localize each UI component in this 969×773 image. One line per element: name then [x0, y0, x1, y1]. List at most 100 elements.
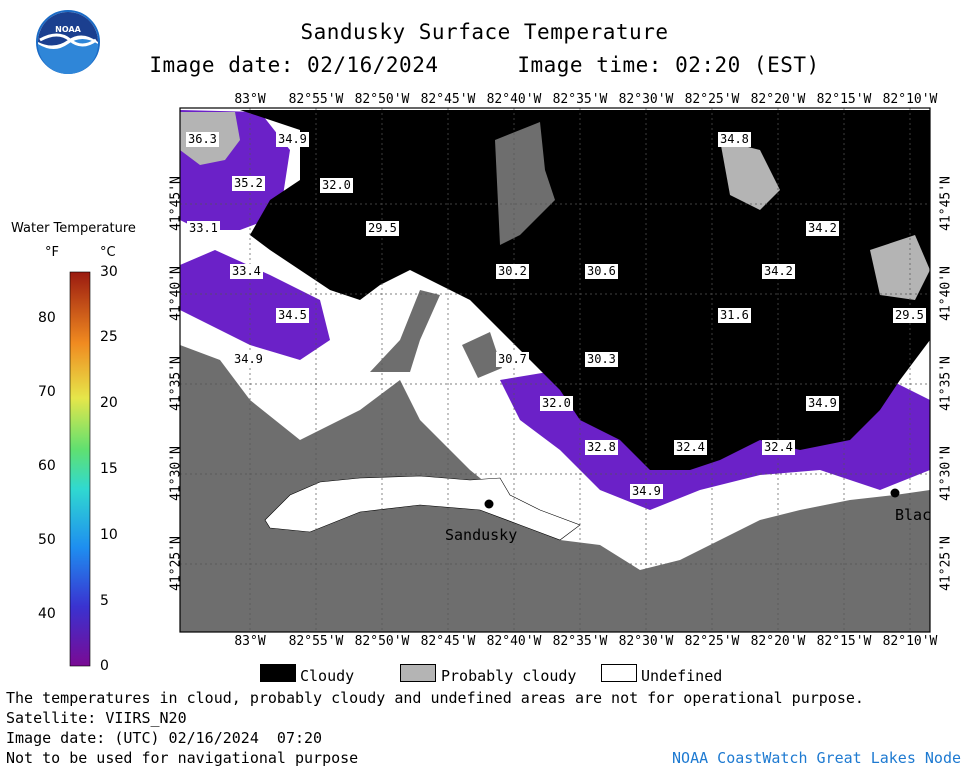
place-sandusky: Sandusky: [445, 526, 517, 544]
lon-label-top: 83°W: [234, 92, 266, 107]
temperature-label: 30.6: [585, 264, 618, 279]
colorbar-tick-c: 15: [100, 461, 118, 477]
legend-cloudy-label: Cloudy: [300, 667, 355, 685]
colorbar-tick-c: 25: [100, 329, 118, 345]
disclaimer-text: The temperatures in cloud, probably clou…: [6, 689, 864, 707]
lat-label-left: 41°45'N: [168, 176, 184, 231]
temperature-label: 32.4: [762, 440, 795, 455]
colorbar-tick-c: 10: [100, 527, 118, 543]
temperature-label: 29.5: [366, 221, 399, 236]
lon-label-bottom: 82°15'W: [816, 634, 872, 649]
temperature-label: 36.3: [186, 132, 219, 147]
lon-label-bottom: 82°30'W: [618, 634, 674, 649]
temperature-label: 34.8: [718, 132, 751, 147]
temperature-label: 30.7: [496, 352, 529, 367]
lon-label-bottom: 82°25'W: [684, 634, 740, 649]
lon-label-top: 82°15'W: [816, 92, 872, 107]
lon-label-bottom: 82°10'W: [882, 634, 938, 649]
coastwatch-node-link[interactable]: NOAA CoastWatch Great Lakes Node: [672, 749, 961, 767]
temperature-label: 33.4: [230, 264, 263, 279]
lon-label-top: 82°25'W: [684, 92, 740, 107]
blac-marker: [890, 488, 900, 498]
colorbar-tick-f: 40: [38, 606, 56, 622]
sandusky-bay: [264, 475, 581, 541]
lon-label-top: 82°10'W: [882, 92, 938, 107]
temperature-label: 32.0: [540, 396, 573, 411]
temperature-label: 29.5: [893, 308, 926, 323]
temperature-label: 30.2: [496, 264, 529, 279]
temperature-label: 32.0: [320, 178, 353, 193]
legend-cloudy-swatch: [260, 664, 296, 682]
colorbar-tick-f: 50: [38, 532, 56, 548]
temperature-label: 31.6: [718, 308, 751, 323]
lon-label-top: 82°20'W: [750, 92, 806, 107]
colorbar-tick-c: 30: [100, 264, 118, 280]
temperature-label: 34.9: [232, 352, 265, 367]
lon-label-bottom: 83°W: [234, 634, 266, 649]
color-scale-bar: [69, 271, 91, 667]
legend-undefined-swatch: [601, 664, 637, 682]
colorbar-unit-f: °F: [45, 245, 59, 260]
temperature-label: 35.2: [232, 176, 265, 191]
lon-label-bottom: 82°35'W: [552, 634, 608, 649]
place-blac: Blac: [895, 506, 931, 524]
lat-label-right: 41°35'N: [938, 356, 954, 411]
lon-label-top: 82°50'W: [354, 92, 410, 107]
lon-label-bottom: 82°20'W: [750, 634, 806, 649]
colorbar-tick-f: 60: [38, 458, 56, 474]
lon-label-top: 82°35'W: [552, 92, 608, 107]
temperature-label: 34.9: [630, 484, 663, 499]
temperature-label: 34.5: [276, 308, 309, 323]
lat-label-right: 41°40'N: [938, 266, 954, 321]
lon-label-top: 82°30'W: [618, 92, 674, 107]
lat-label-left: 41°35'N: [168, 356, 184, 411]
navigation-warning: Not to be used for navigational purpose: [6, 749, 359, 767]
probably-cloudy-ne: [720, 140, 780, 210]
lon-label-top: 82°40'W: [486, 92, 542, 107]
lon-label-top: 82°55'W: [288, 92, 344, 107]
temperature-label: 34.9: [806, 396, 839, 411]
sandusky-marker: [484, 499, 494, 509]
probably-cloudy-e: [870, 235, 930, 300]
land-kelleys: [462, 332, 502, 378]
colorbar-tick-c: 20: [100, 395, 118, 411]
lon-label-top: 82°45'W: [420, 92, 476, 107]
temperature-label: 33.1: [187, 221, 220, 236]
lon-label-bottom: 82°50'W: [354, 634, 410, 649]
satellite-text: Satellite: VIIRS_N20: [6, 709, 187, 727]
temperature-label: 34.2: [806, 221, 839, 236]
temperature-label: 34.2: [762, 264, 795, 279]
water-west: [180, 250, 330, 360]
lat-label-right: 41°30'N: [938, 446, 954, 501]
image-date-time: Image date: 02/16/2024 Image time: 02:20…: [149, 53, 820, 77]
lat-label-left: 41°30'N: [168, 446, 184, 501]
land-marblehead: [370, 290, 440, 372]
colorbar-tick-c: 5: [100, 593, 109, 609]
legend-probably-cloudy-swatch: [400, 664, 436, 682]
colorbar-title: Water Temperature: [11, 221, 136, 236]
noaa-logo-icon: [36, 10, 100, 74]
colorbar-unit-c: °C: [100, 245, 116, 260]
lon-label-bottom: 82°40'W: [486, 634, 542, 649]
map-grid: [180, 108, 930, 632]
colorbar-tick-f: 80: [38, 310, 56, 326]
colorbar-tick-c: 0: [100, 658, 109, 674]
temperature-label: 32.8: [585, 440, 618, 455]
temperature-label: 30.3: [585, 352, 618, 367]
lat-label-right: 41°25'N: [938, 536, 954, 591]
lat-label-right: 41°45'N: [938, 176, 954, 231]
legend-probably-cloudy-label: Probably cloudy: [441, 667, 577, 685]
lon-label-bottom: 82°45'W: [420, 634, 476, 649]
legend-undefined-label: Undefined: [641, 667, 723, 685]
lon-label-bottom: 82°55'W: [288, 634, 344, 649]
noaa-logo-text: NOAA: [55, 25, 81, 34]
utc-date-text: Image date: (UTC) 02/16/2024 07:20: [6, 729, 323, 747]
land-ohio: [180, 345, 930, 632]
map-title: Sandusky Surface Temperature: [300, 20, 669, 44]
lat-label-left: 41°25'N: [168, 536, 184, 591]
temperature-label: 34.9: [276, 132, 309, 147]
temperature-label: 32.4: [674, 440, 707, 455]
map-area: [179, 107, 931, 633]
lat-label-left: 41°40'N: [168, 266, 184, 321]
